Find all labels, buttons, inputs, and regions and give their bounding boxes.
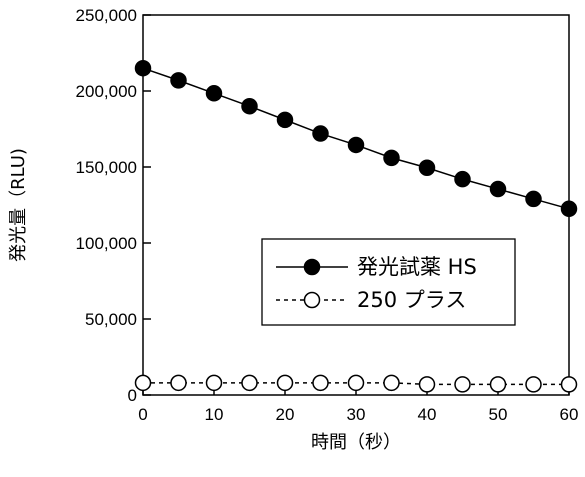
x-tick-label: 20 (276, 405, 295, 424)
data-point (205, 85, 223, 102)
axes: 0 50,000 100,000 150,000 200,000 250,000 0 10 20… (76, 6, 579, 424)
data-point (276, 111, 294, 129)
y-axis-label: 発光量（RLU) (8, 148, 29, 262)
x-tick-label: 10 (205, 405, 224, 424)
data-point (276, 374, 294, 392)
data-point (418, 159, 436, 177)
legend-marker-series-2 (303, 291, 321, 309)
y-tick-label: 100,000 (76, 234, 137, 253)
legend-label-series-1: 発光試薬 HS (357, 255, 477, 279)
data-point (170, 72, 187, 89)
data-point (418, 376, 436, 393)
legend-label-series-2: 250 プラス (357, 288, 466, 312)
legend: 発光試薬 HS 250 プラス (261, 238, 516, 326)
legend-marker-series-1 (303, 258, 321, 276)
data-point (525, 190, 542, 208)
data-point (170, 374, 187, 392)
y-tick-label: 50,000 (85, 310, 137, 329)
x-tick-label: 30 (347, 405, 366, 424)
data-point (347, 374, 365, 392)
data-point (241, 97, 258, 115)
x-tick-label: 50 (489, 405, 508, 424)
y-tick-label: 250,000 (76, 6, 137, 25)
data-point (454, 376, 471, 393)
legend-box (261, 238, 516, 326)
data-point (241, 374, 258, 392)
x-tick-label: 60 (560, 405, 579, 424)
series-1 (134, 59, 578, 218)
data-point (560, 200, 578, 218)
x-tick-label: 0 (138, 405, 147, 424)
data-point (134, 59, 152, 77)
data-point (560, 376, 578, 393)
plot-area (142, 14, 570, 396)
y-tick-label: 0 (128, 386, 137, 405)
x-tick-label: 40 (418, 405, 437, 424)
data-point (525, 376, 542, 393)
x-axis-label: 時間（秒） (311, 432, 401, 453)
data-point (383, 149, 400, 167)
data-point (205, 374, 223, 392)
series-group (134, 59, 578, 393)
data-point (489, 180, 507, 198)
data-point (489, 376, 507, 393)
data-point (347, 136, 365, 154)
data-point (134, 374, 152, 392)
plot-frame (142, 14, 570, 396)
data-point (383, 374, 400, 392)
series-2 (134, 374, 578, 393)
data-point (312, 125, 329, 142)
y-tick-label: 200,000 (76, 82, 137, 101)
data-point (312, 374, 329, 392)
y-tick-label: 150,000 (76, 158, 137, 177)
data-point (454, 170, 471, 188)
